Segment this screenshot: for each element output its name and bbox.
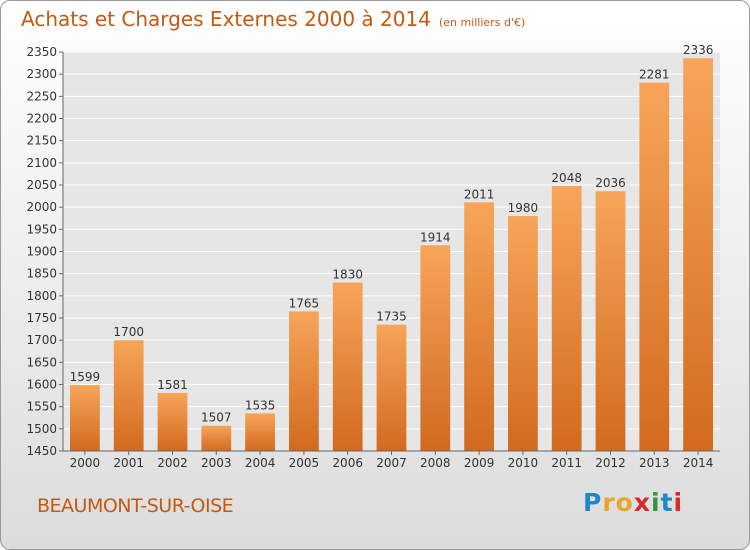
y-tick-label: 2200 [26,112,57,126]
data-label: 1914 [420,230,451,244]
x-tick-label: 2005 [289,456,320,470]
city-name: BEAUMONT-SUR-OISE [37,495,234,517]
data-label: 1830 [332,268,363,282]
y-tick-label: 1900 [26,245,57,259]
bar [332,282,363,451]
y-tick-label: 1850 [26,267,57,281]
data-label: 1599 [70,370,101,384]
bar [551,185,582,452]
logo-letter: P [583,488,603,517]
y-tick-label: 2100 [26,156,57,170]
y-tick-label: 1950 [26,222,57,236]
bar [683,58,713,451]
y-tick-label: 2150 [26,134,57,148]
y-tick-label: 2050 [26,178,57,192]
bar [113,340,144,451]
x-tick-label: 2013 [639,456,670,470]
y-tick-label: 1650 [26,355,57,369]
bar [639,82,670,451]
x-tick-label: 2011 [551,456,582,470]
bar [420,245,451,451]
bar [157,392,188,451]
bar [70,384,100,451]
chart-title: Achats et Charges Externes 2000 à 2014 (e… [21,7,525,31]
data-label: 1581 [157,378,188,392]
y-tick-label: 1800 [26,289,57,303]
bar [464,202,494,451]
logo-letter: i [673,488,684,517]
x-tick-label: 2000 [70,456,101,470]
data-label: 2336 [683,43,714,57]
data-label: 1765 [289,296,320,310]
proxiti-logo[interactable]: Proxiti [583,488,683,517]
y-tick-label: 1700 [26,333,57,347]
logo-letter: i [651,488,661,517]
data-label: 1700 [113,325,144,339]
x-tick-label: 2001 [113,456,144,470]
x-tick-label: 2012 [595,456,626,470]
x-tick-label: 2010 [508,456,539,470]
y-tick-label: 1750 [26,311,57,325]
bar [376,324,407,451]
y-tick-label: 1500 [26,422,57,436]
data-label: 1735 [376,310,407,324]
logo-letter: o [615,488,634,517]
bar [201,425,232,451]
x-tick-label: 2007 [376,456,407,470]
x-tick-label: 2004 [245,456,276,470]
logo-letter: t [660,488,674,517]
y-tick-label: 2300 [26,67,57,81]
x-tick-label: 2006 [332,456,363,470]
data-label: 2048 [551,171,582,185]
data-label: 2036 [595,176,626,190]
data-label: 1980 [508,201,539,215]
chart-subtitle: (en milliers d'€) [438,16,526,29]
x-tick-label: 2003 [201,456,232,470]
x-tick-label: 2008 [420,456,451,470]
data-label: 2281 [639,68,670,82]
y-tick-label: 1550 [26,400,57,414]
data-label: 1507 [201,411,232,425]
x-tick-label: 2002 [157,456,188,470]
x-tick-label: 2009 [464,456,495,470]
y-tick-label: 2000 [26,200,57,214]
title-text: Achats et Charges Externes 2000 à 2014 [21,7,431,31]
data-label: 1535 [245,398,276,412]
bar [595,191,626,451]
bar [245,413,275,451]
bar [508,216,538,451]
y-tick-label: 1600 [26,378,57,392]
logo-letter: r [602,488,616,517]
bar [289,311,319,451]
y-tick-label: 2350 [26,45,57,59]
logo-letter: x [633,488,651,517]
y-tick-label: 1450 [26,444,57,458]
x-tick-label: 2014 [683,456,714,470]
data-label: 2011 [464,187,495,201]
y-tick-label: 2250 [26,89,57,103]
